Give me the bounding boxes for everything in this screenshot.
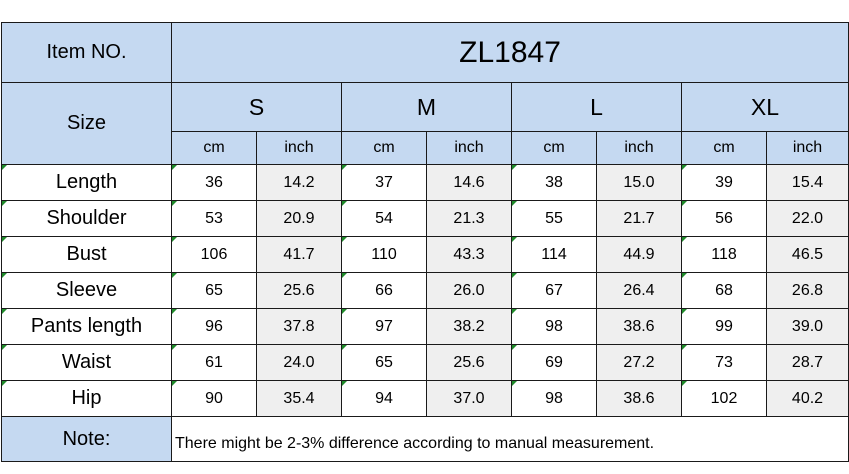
cm-value-cell: 65	[341, 344, 427, 381]
cm-value-cell: 114	[511, 236, 597, 273]
measurement-name-cell: Sleeve	[1, 272, 172, 309]
table-row: Shoulder 53 20.9 54 21.3 55 21.7 56 22.0	[1, 200, 849, 237]
cm-value-cell: 99	[681, 308, 767, 345]
inch-value-cell: 21.7	[596, 200, 682, 237]
cm-value-cell: 118	[681, 236, 767, 273]
cm-value-cell: 106	[171, 236, 257, 273]
cm-value-cell: 38	[511, 164, 597, 201]
size-m-header: M	[341, 82, 512, 132]
note-row: Note: There might be 2-3% difference acc…	[1, 416, 849, 462]
inch-value-cell: 24.0	[256, 344, 342, 381]
inch-value-cell: 39.0	[766, 308, 849, 345]
cm-value-cell: 65	[171, 272, 257, 309]
unit-cm-cell: cm	[341, 131, 427, 165]
inch-value-cell: 37.0	[426, 380, 512, 417]
inch-value-cell: 15.4	[766, 164, 849, 201]
inch-value-cell: 22.0	[766, 200, 849, 237]
size-l-header: L	[511, 82, 682, 132]
table-row: Waist 61 24.0 65 25.6 69 27.2 73 28.7	[1, 344, 849, 381]
cm-value-cell: 90	[171, 380, 257, 417]
inch-value-cell: 25.6	[256, 272, 342, 309]
cm-value-cell: 97	[341, 308, 427, 345]
cm-value-cell: 39	[681, 164, 767, 201]
inch-value-cell: 21.3	[426, 200, 512, 237]
cm-value-cell: 36	[171, 164, 257, 201]
inch-value-cell: 37.8	[256, 308, 342, 345]
cm-value-cell: 96	[171, 308, 257, 345]
measurement-name-cell: Pants length	[1, 308, 172, 345]
cm-value-cell: 67	[511, 272, 597, 309]
unit-cm-cell: cm	[511, 131, 597, 165]
inch-value-cell: 35.4	[256, 380, 342, 417]
table-row: Bust 106 41.7 110 43.3 114 44.9 118 46.5	[1, 236, 849, 273]
inch-value-cell: 26.4	[596, 272, 682, 309]
inch-value-cell: 26.8	[766, 272, 849, 309]
cm-value-cell: 102	[681, 380, 767, 417]
measurement-name-cell: Hip	[1, 380, 172, 417]
inch-value-cell: 20.9	[256, 200, 342, 237]
measurement-name-cell: Bust	[1, 236, 172, 273]
inch-value-cell: 15.0	[596, 164, 682, 201]
note-text-cell: There might be 2-3% difference according…	[171, 416, 849, 462]
item-number-row: Item NO. ZL1847	[1, 22, 849, 83]
cm-value-cell: 66	[341, 272, 427, 309]
inch-value-cell: 44.9	[596, 236, 682, 273]
inch-value-cell: 41.7	[256, 236, 342, 273]
cm-value-cell: 110	[341, 236, 427, 273]
inch-value-cell: 38.6	[596, 380, 682, 417]
cm-value-cell: 55	[511, 200, 597, 237]
cm-value-cell: 68	[681, 272, 767, 309]
measurement-name-cell: Length	[1, 164, 172, 201]
cm-value-cell: 56	[681, 200, 767, 237]
item-number-cell: ZL1847	[171, 22, 849, 83]
cm-value-cell: 98	[511, 308, 597, 345]
unit-cm-cell: cm	[171, 131, 257, 165]
unit-cm-cell: cm	[681, 131, 767, 165]
size-s-header: S	[171, 82, 342, 132]
cm-value-cell: 53	[171, 200, 257, 237]
inch-value-cell: 14.2	[256, 164, 342, 201]
unit-inch-cell: inch	[256, 131, 342, 165]
size-label-cell: Size	[1, 82, 172, 165]
cm-value-cell: 73	[681, 344, 767, 381]
unit-inch-cell: inch	[766, 131, 849, 165]
size-chart-table: Item NO. ZL1847 Size S M L XL cm inch cm…	[1, 22, 849, 462]
cm-value-cell: 61	[171, 344, 257, 381]
unit-row: cm inch cm inch cm inch cm inch	[2, 131, 849, 165]
inch-value-cell: 43.3	[426, 236, 512, 273]
inch-value-cell: 46.5	[766, 236, 849, 273]
measurement-name-cell: Shoulder	[1, 200, 172, 237]
note-label-cell: Note:	[1, 416, 172, 462]
measurement-name-cell: Waist	[1, 344, 172, 381]
table-row: Length 36 14.2 37 14.6 38 15.0 39 15.4	[1, 164, 849, 201]
inch-value-cell: 27.2	[596, 344, 682, 381]
table-row: Sleeve 65 25.6 66 26.0 67 26.4 68 26.8	[1, 272, 849, 309]
inch-value-cell: 28.7	[766, 344, 849, 381]
inch-value-cell: 26.0	[426, 272, 512, 309]
cm-value-cell: 94	[341, 380, 427, 417]
table-row: Hip 90 35.4 94 37.0 98 38.6 102 40.2	[1, 380, 849, 417]
size-row: Size S M L XL	[1, 82, 849, 165]
cm-value-cell: 98	[511, 380, 597, 417]
inch-value-cell: 25.6	[426, 344, 512, 381]
inch-value-cell: 14.6	[426, 164, 512, 201]
cm-value-cell: 37	[341, 164, 427, 201]
table-row: Pants length 96 37.8 97 38.2 98 38.6 99 39.0	[1, 308, 849, 345]
inch-value-cell: 40.2	[766, 380, 849, 417]
cm-value-cell: 54	[341, 200, 427, 237]
item-label-cell: Item NO.	[1, 22, 172, 83]
inch-value-cell: 38.2	[426, 308, 512, 345]
unit-inch-cell: inch	[596, 131, 682, 165]
unit-inch-cell: inch	[426, 131, 512, 165]
inch-value-cell: 38.6	[596, 308, 682, 345]
size-xl-header: XL	[681, 82, 849, 132]
cm-value-cell: 69	[511, 344, 597, 381]
